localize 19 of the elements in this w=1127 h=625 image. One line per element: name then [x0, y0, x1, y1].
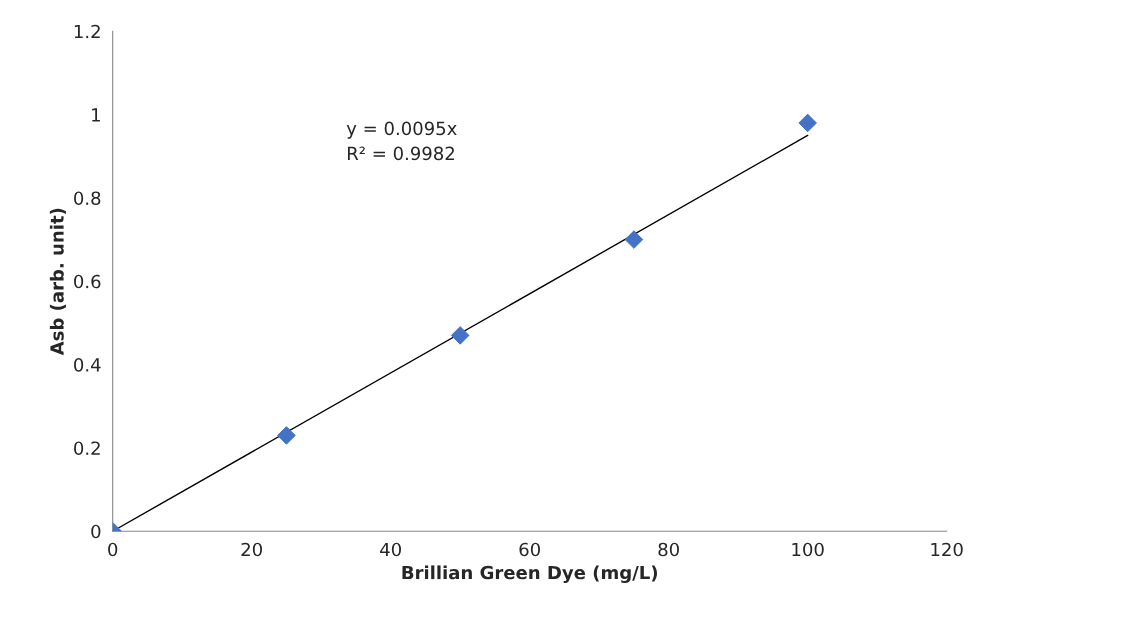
y-tick-label: 0.8 — [74, 191, 101, 206]
x-tick-label: 100 — [792, 542, 824, 557]
x-tick-label: 40 — [380, 542, 401, 557]
x-tick-label: 20 — [241, 542, 262, 557]
annotation: R² = 0.9982 — [347, 146, 454, 161]
x-axis-title: Brillian Green Dye (mg/L) — [402, 565, 657, 584]
annotation: y = 0.0095x — [346, 121, 457, 139]
point — [798, 113, 817, 133]
y-tick-label: 0.2 — [74, 441, 100, 456]
x-tick-label: 60 — [519, 542, 540, 557]
x-tick-label: 80 — [658, 542, 679, 557]
y-tick-label: 0.4 — [74, 358, 101, 372]
y-tick-label: 1.2 — [74, 24, 100, 39]
y-tick-label: 0.6 — [74, 274, 101, 289]
x-tick-label: 120 — [931, 542, 963, 557]
y-axis-title: Asb (arb. unit) — [49, 208, 66, 356]
y-tick-label: 0 — [91, 524, 101, 539]
y-tick-label: 1 — [92, 108, 100, 122]
x-tick-label: 0 — [108, 542, 118, 557]
